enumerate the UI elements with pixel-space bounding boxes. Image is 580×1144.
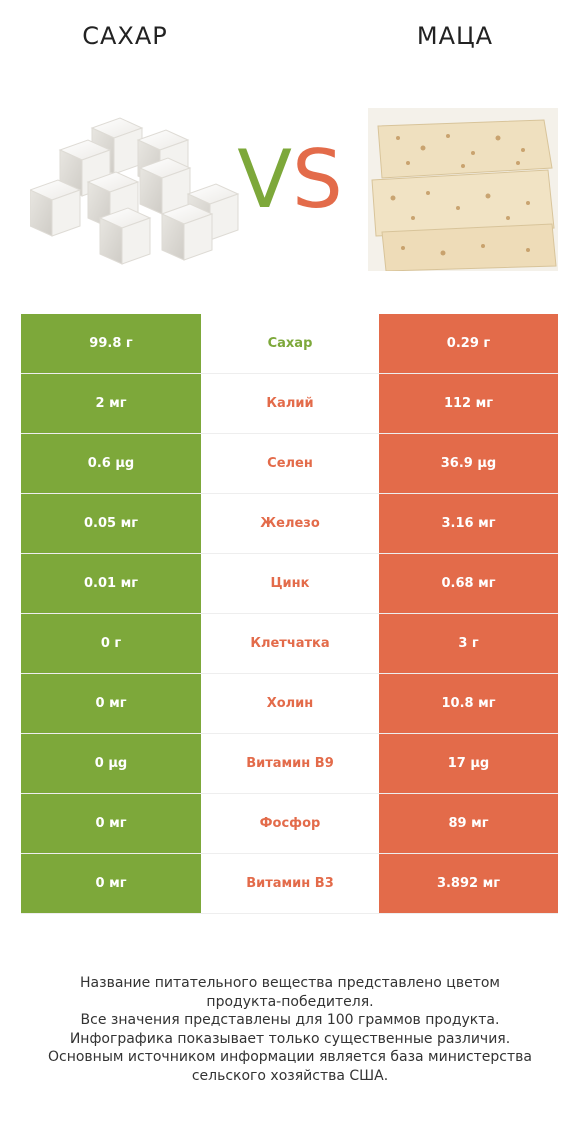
left-value: 0 г (21, 614, 201, 673)
right-value: 10.8 мг (379, 674, 558, 733)
nutrient-name: Железо (201, 494, 379, 553)
table-row: 0 мг Фосфор 89 мг (21, 794, 558, 854)
table-row: 0 мг Холин 10.8 мг (21, 674, 558, 734)
nutrient-name: Витамин B9 (201, 734, 379, 793)
table-row: 0.6 µg Селен 36.9 µg (21, 434, 558, 494)
table-row: 0 мг Витамин B3 3.892 мг (21, 854, 558, 914)
right-product-title: МАЦА (416, 22, 494, 50)
footer-line: Название питательного вещества представл… (80, 975, 500, 991)
footer-line: Основным источником информации является … (48, 1049, 532, 1065)
nutrient-name: Селен (201, 434, 379, 493)
table-row: 0 µg Витамин B9 17 µg (21, 734, 558, 794)
table-row: 0.01 мг Цинк 0.68 мг (21, 554, 558, 614)
table-row: 0.05 мг Железо 3.16 мг (21, 494, 558, 554)
matzo-image (368, 108, 558, 271)
right-value: 0.29 г (379, 314, 558, 373)
sugar-cubes-image (30, 117, 240, 265)
left-value: 0 мг (21, 794, 201, 853)
nutrient-name: Фосфор (201, 794, 379, 853)
table-row: 0 г Клетчатка 3 г (21, 614, 558, 674)
right-value: 112 мг (379, 374, 558, 433)
left-value: 2 мг (21, 374, 201, 433)
nutrient-name: Калий (201, 374, 379, 433)
footer-line: Инфографика показывает только существенн… (69, 1030, 511, 1047)
left-value: 0 мг (21, 854, 201, 913)
left-value: 0 мг (21, 674, 201, 733)
left-value: 0.6 µg (21, 434, 201, 493)
left-value: 99.8 г (21, 314, 201, 373)
versus-label: VS (237, 133, 343, 226)
left-product-title: САХАР (82, 22, 168, 50)
right-value: 3.892 мг (379, 854, 558, 913)
right-value: 17 µg (379, 734, 558, 793)
table-row: 99.8 г Сахар 0.29 г (21, 314, 558, 374)
right-value: 36.9 µg (379, 434, 558, 493)
nutrient-name: Клетчатка (201, 614, 379, 673)
footer-notes: Название питательного вещества представл… (20, 974, 560, 1085)
left-value: 0.01 мг (21, 554, 201, 613)
footer-line: Все значения представлены для 100 граммо… (80, 1012, 500, 1028)
nutrient-name: Холин (201, 674, 379, 733)
table-row: 2 мг Калий 112 мг (21, 374, 558, 434)
left-value: 0 µg (21, 734, 201, 793)
nutrient-name: Витамин B3 (201, 854, 379, 913)
right-value: 3 г (379, 614, 558, 673)
right-value: 3.16 мг (379, 494, 558, 553)
nutrient-name: Сахар (201, 314, 379, 373)
footer-line: продукта-победителя. (206, 993, 374, 1010)
nutrient-name: Цинк (201, 554, 379, 613)
left-value: 0.05 мг (21, 494, 201, 553)
right-value: 89 мг (379, 794, 558, 853)
right-value: 0.68 мг (379, 554, 558, 613)
footer-line: сельского хозяйства США. (191, 1067, 389, 1084)
